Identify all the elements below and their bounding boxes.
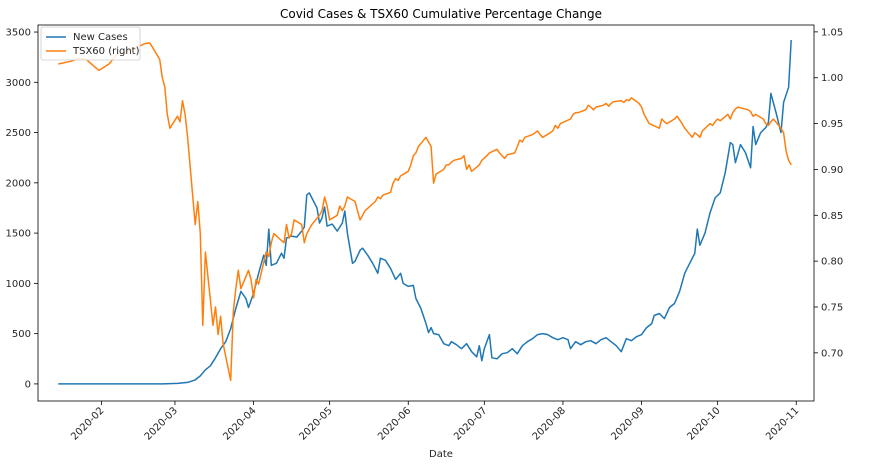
y-right-tick-label: 1.05 (821, 27, 843, 38)
legend-label-tsx60: TSX60 (right) (72, 46, 140, 57)
y-tick-label: 2000 (6, 178, 31, 189)
legend-label-new-cases: New Cases (73, 32, 128, 43)
y-right-tick-label: 0.80 (821, 257, 843, 268)
y-tick-label: 1500 (6, 229, 31, 240)
y-axis-right-ticks: 0.70 0.75 0.80 0.85 0.90 0.95 1.00 1.05 (814, 27, 843, 359)
chart-title: Covid Cases & TSX60 Cumulative Percentag… (280, 7, 602, 21)
y-right-tick-label: 0.90 (821, 165, 843, 176)
y-right-tick-label: 0.70 (821, 348, 843, 359)
x-axis-label: Date (429, 449, 453, 460)
y-tick-label: 500 (12, 329, 31, 340)
y-tick-label: 3500 (6, 28, 31, 39)
y-right-tick-label: 0.75 (821, 303, 843, 314)
y-right-tick-label: 1.00 (821, 73, 843, 84)
legend: New Cases TSX60 (right) (40, 26, 141, 61)
y-tick-label: 1000 (6, 279, 31, 290)
y-axis-left-ticks: 0 500 1000 1500 2000 2500 3000 3500 (6, 28, 38, 390)
y-right-tick-label: 0.85 (821, 211, 843, 222)
plot-frame (37, 24, 815, 402)
y-right-tick-label: 0.95 (821, 119, 843, 130)
series-line-tsx60 (58, 42, 792, 382)
y-tick-label: 0 (25, 379, 31, 390)
y-tick-label: 3000 (6, 78, 31, 89)
series-line-new-cases (58, 40, 792, 385)
y-tick-label: 2500 (6, 128, 31, 139)
